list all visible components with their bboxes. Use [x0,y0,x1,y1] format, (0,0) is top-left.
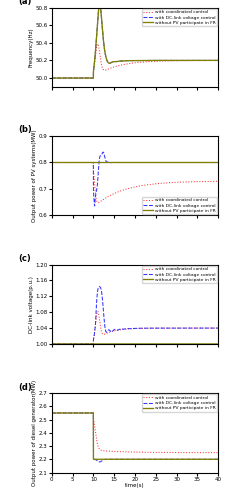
Text: (d): (d) [18,382,32,392]
Y-axis label: Frequency(Hz): Frequency(Hz) [29,28,34,67]
Y-axis label: DC-link voltage(p.u.): DC-link voltage(p.u.) [29,276,34,332]
Text: (c): (c) [18,254,31,263]
Legend: with coordinated control, with DC-link voltage control, without PV participate i: with coordinated control, with DC-link v… [142,394,217,411]
Y-axis label: Output power of diesel generator(MW): Output power of diesel generator(MW) [32,380,37,486]
Text: (b): (b) [18,126,32,134]
Legend: with coordinated control, with DC-link voltage control, without PV participate i: with coordinated control, with DC-link v… [142,9,217,26]
Legend: with coordinated control, with DC-link voltage control, without PV participate i: with coordinated control, with DC-link v… [142,197,217,214]
Y-axis label: Output power of PV systems(MW): Output power of PV systems(MW) [32,130,37,222]
Legend: with coordinated control, with DC-link voltage control, without PV participate i: with coordinated control, with DC-link v… [142,266,217,283]
Text: (a): (a) [18,0,32,6]
X-axis label: time(s): time(s) [125,483,145,488]
